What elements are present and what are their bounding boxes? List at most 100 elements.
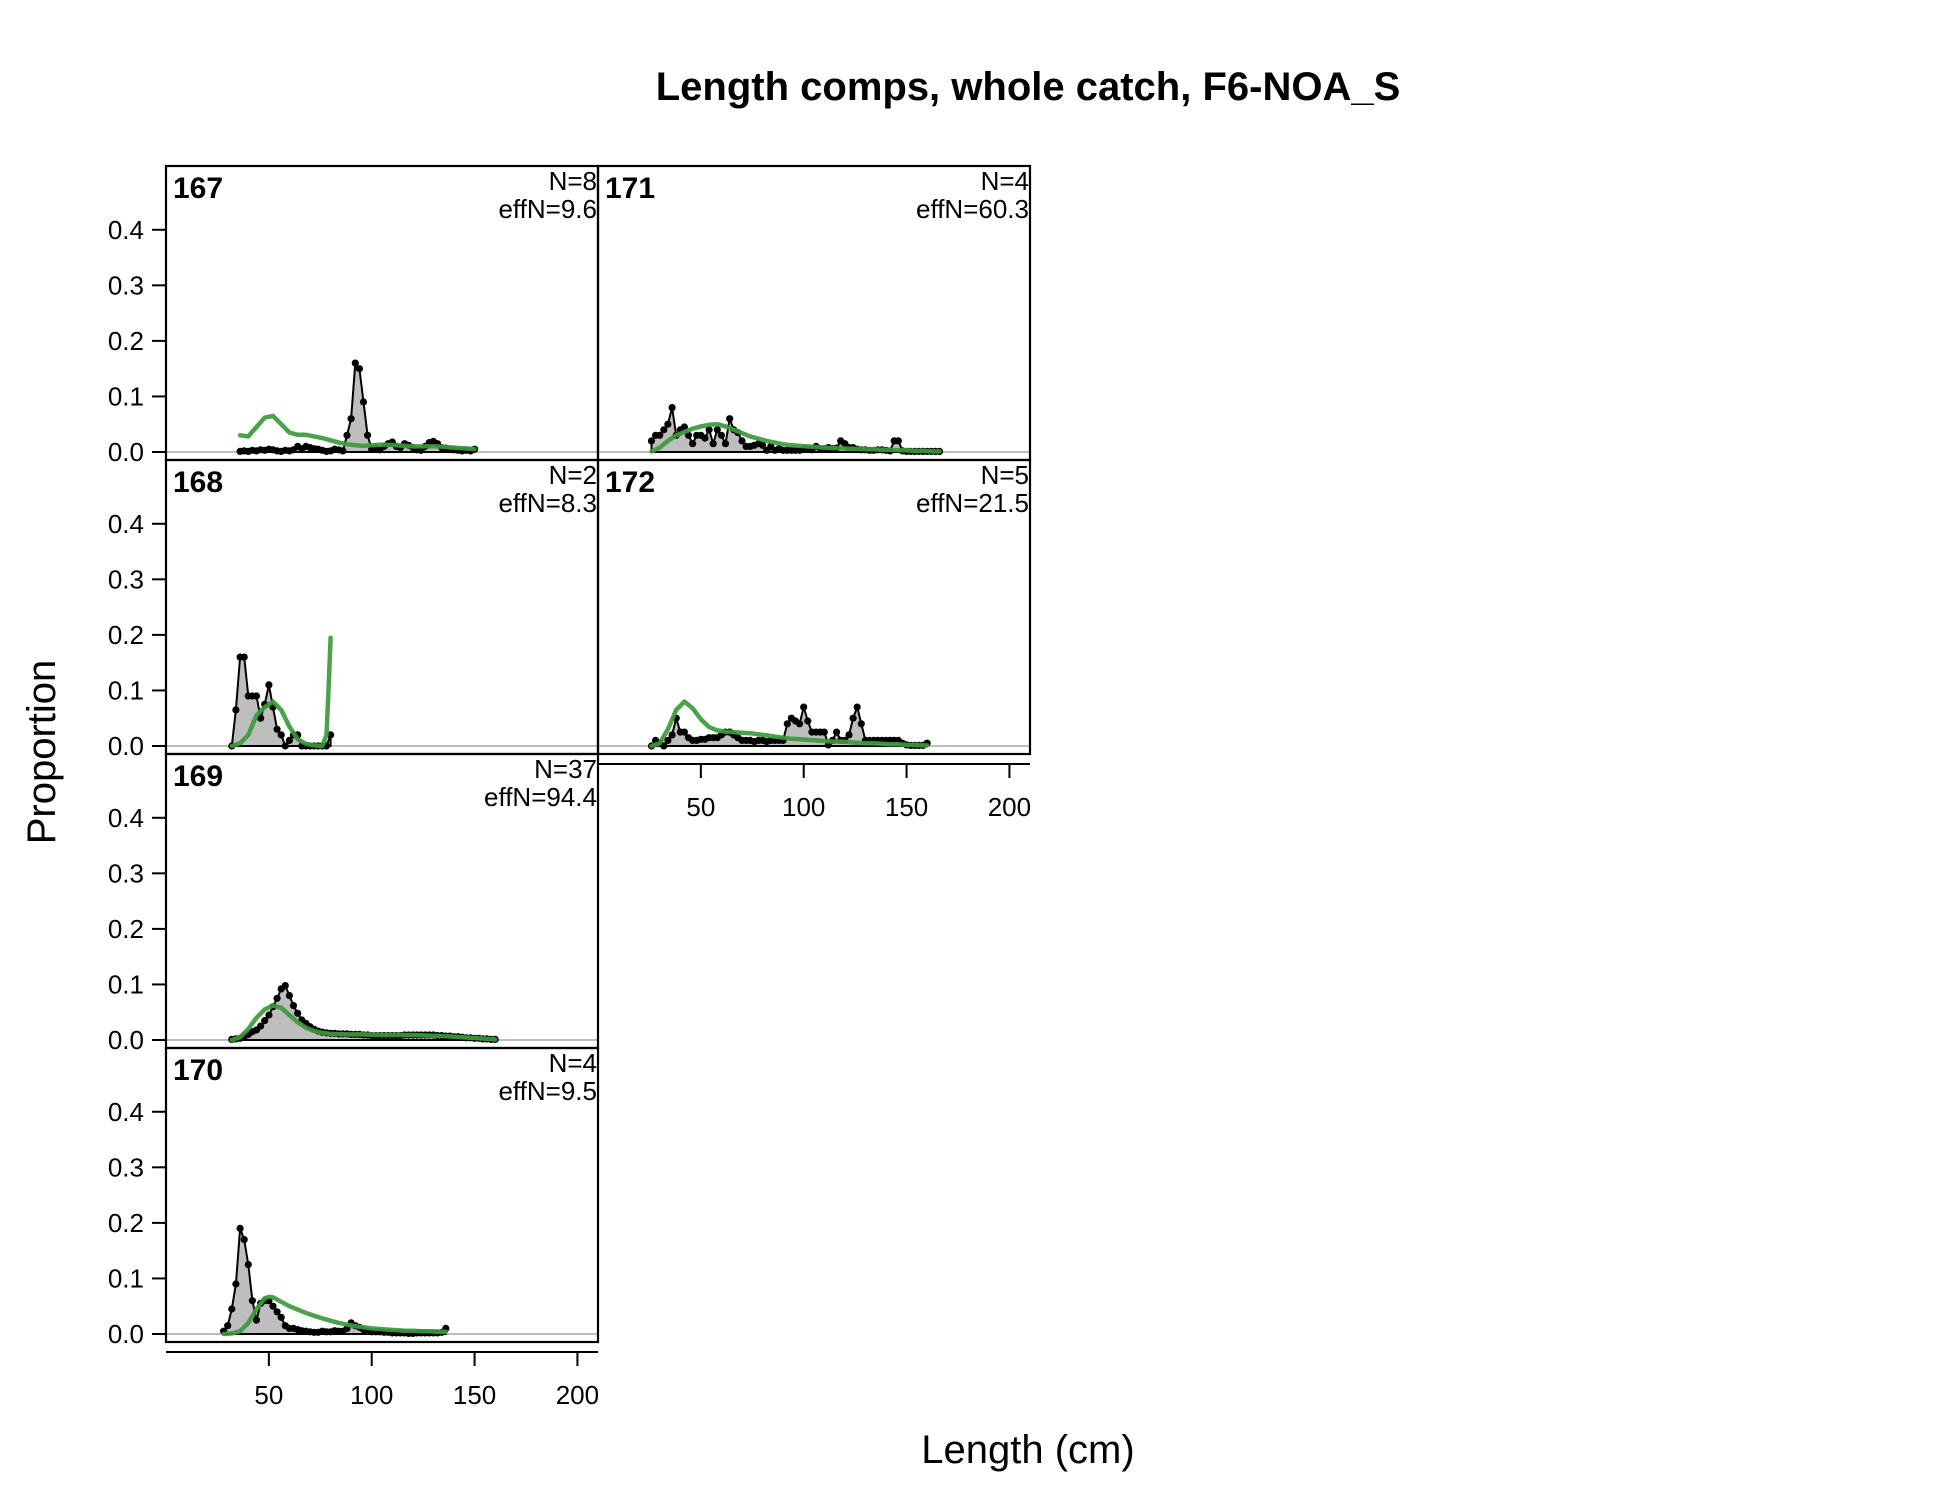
panel-year-label: 169 [173, 760, 223, 793]
observed-point [281, 742, 289, 750]
panel-effn-label: effN=9.6 [498, 194, 597, 224]
observed-point [355, 365, 363, 373]
observed-point [796, 720, 804, 728]
observed-point [713, 426, 721, 434]
y-tick-label: 0.4 [108, 803, 144, 833]
y-tick-label: 0.1 [108, 381, 144, 411]
panel-year-label: 168 [173, 466, 223, 499]
observed-point [261, 1017, 269, 1025]
y-tick-label: 0.4 [108, 509, 144, 539]
x-tick-label: 150 [885, 792, 928, 822]
observed-point [800, 703, 808, 711]
panel-n-label: N=2 [549, 460, 597, 490]
y-tick-label: 0.0 [108, 731, 144, 761]
observed-point [273, 1308, 281, 1316]
observed-point [759, 441, 767, 449]
observed-point [265, 681, 273, 689]
observed-point [783, 720, 791, 728]
observed-point [668, 731, 676, 739]
observed-point [248, 1297, 256, 1305]
observed-point [726, 415, 734, 423]
observed-point [351, 359, 359, 367]
observed-point [343, 431, 351, 439]
panel-n-label: N=4 [981, 166, 1029, 196]
observed-point [656, 431, 664, 439]
y-tick-label: 0.3 [108, 270, 144, 300]
panel-n-label: N=5 [981, 460, 1029, 490]
panel-year-label: 167 [173, 172, 223, 205]
observed-point [281, 982, 289, 990]
observed-point [236, 1224, 244, 1232]
observed-point [853, 703, 861, 711]
expected-line-167 [237, 413, 477, 452]
y-tick-label: 0.0 [108, 437, 144, 467]
y-tick-label: 0.0 [108, 1025, 144, 1055]
observed-point [257, 714, 265, 722]
y-tick-label: 0.2 [108, 914, 144, 944]
y-tick-label: 0.1 [108, 969, 144, 999]
observed-point [228, 1305, 236, 1313]
y-tick-label: 0.2 [108, 1208, 144, 1238]
x-tick-label: 150 [453, 1380, 496, 1410]
x-tick-label: 50 [686, 792, 715, 822]
observed-point [277, 731, 285, 739]
observed-point [660, 426, 668, 434]
observed-point [664, 736, 672, 745]
observed-point [224, 1322, 232, 1330]
x-axis-title: Length (cm) [921, 1428, 1134, 1472]
observed-point [364, 431, 372, 439]
expected-line-168 [229, 635, 333, 749]
panel-frame [596, 458, 1032, 756]
observed-point [804, 717, 812, 725]
expected-line-169 [229, 1003, 498, 1043]
panel-n-label: N=4 [549, 1048, 597, 1078]
observed-point [684, 431, 693, 439]
observed-point [709, 440, 717, 448]
y-tick-label: 0.3 [108, 858, 144, 888]
observed-point [820, 728, 828, 736]
observed-point [273, 725, 281, 733]
y-tick-label: 0.4 [108, 215, 144, 245]
y-tick-label: 0.3 [108, 1152, 144, 1182]
observed-point [647, 437, 656, 445]
panel-effn-label: effN=21.5 [916, 488, 1029, 518]
observed-point [265, 1011, 273, 1019]
observed-point [701, 434, 709, 442]
observed-point [705, 426, 713, 434]
x-tick-label: 50 [254, 1380, 283, 1410]
y-tick-label: 0.1 [108, 1263, 144, 1293]
panel-year-label: 170 [173, 1054, 223, 1087]
observed-point [269, 1302, 277, 1310]
observed-point [252, 692, 261, 700]
observed-point [717, 431, 726, 439]
observed-point [857, 720, 865, 728]
x-tick-label: 100 [782, 792, 825, 822]
panel-frame [164, 1046, 600, 1344]
observed-point [244, 1261, 252, 1269]
observed-point [680, 423, 689, 431]
expected-line-171 [649, 421, 942, 454]
chart-title: Length comps, whole catch, F6-NOA_S [656, 65, 1401, 109]
y-tick-label: 0.4 [108, 1097, 144, 1127]
observed-point [668, 404, 676, 412]
y-tick-label: 0.1 [108, 675, 144, 705]
observed-point [849, 714, 857, 722]
observed-point [232, 1280, 240, 1288]
panel-effn-label: effN=60.3 [916, 194, 1029, 224]
observed-point [277, 1313, 285, 1321]
y-axis-title: Proportion [20, 660, 64, 845]
observed-point [240, 653, 248, 661]
expected-line-172 [649, 699, 930, 749]
y-tick-label: 0.2 [108, 326, 144, 356]
observed-point [845, 731, 853, 739]
observed-point [721, 440, 730, 448]
observed-point [347, 415, 355, 423]
